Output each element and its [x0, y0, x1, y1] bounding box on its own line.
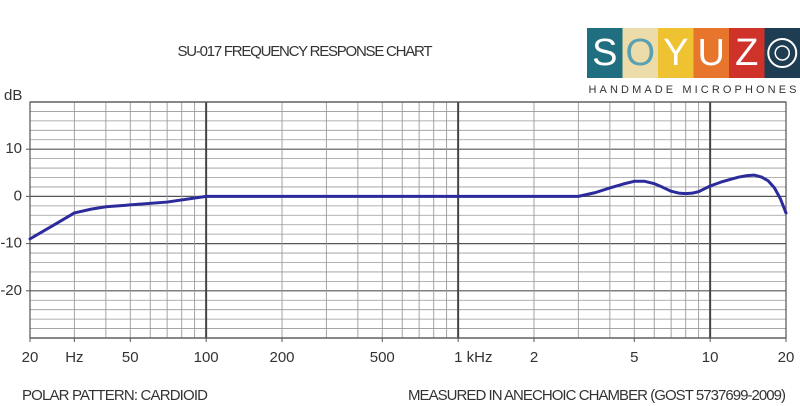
x-tick-label: 5: [630, 349, 638, 366]
footer-left: POLAR PATTERN: CARDIOID: [22, 387, 208, 404]
logo-block: [764, 28, 800, 78]
x-tick-label: 20: [778, 349, 795, 366]
logo-letter: Y: [663, 32, 688, 74]
y-tick-label: -20: [0, 282, 22, 299]
x-tick-label: 100: [194, 349, 219, 366]
logo-emblem: [774, 45, 790, 61]
x-tick-label: 50: [122, 349, 139, 366]
x-tick-label: 1 kHz: [454, 349, 492, 366]
x-tick-label: 500: [370, 349, 395, 366]
y-tick-label: -10: [0, 235, 22, 252]
logo: S O Y U Z HANDMADE MICROPHONES: [587, 28, 800, 96]
logo-letter: S: [592, 32, 617, 74]
y-unit: dB: [4, 87, 22, 104]
response-line: [28, 173, 788, 241]
logo-emblem: [767, 38, 798, 68]
logo-block: [587, 28, 623, 78]
x-tick-label: Hz: [65, 349, 83, 366]
x-tick-label: 2: [530, 349, 538, 366]
logo-block: [729, 28, 765, 78]
logo-block: [693, 28, 729, 78]
y-tick-label: 10: [5, 140, 22, 157]
logo-letter: U: [698, 32, 725, 74]
x-tick-label: 10: [702, 349, 719, 366]
logo-tagline: HANDMADE MICROPHONES: [589, 84, 799, 96]
x-tick-label: 20: [22, 349, 39, 366]
logo-block: [622, 28, 658, 78]
chart-title: SU-017 FREQUENCY RESPONSE CHART: [178, 43, 433, 60]
logo-letter: Z: [735, 32, 758, 74]
logo-letter: O: [625, 32, 655, 74]
y-tick-label: 0: [14, 187, 22, 204]
plot-frame: [29, 101, 787, 339]
logo-block: [658, 28, 694, 78]
x-tick-label: 200: [269, 349, 294, 366]
footer-right: MEASURED IN ANECHOIC CHAMBER (GOST 57376…: [408, 387, 786, 404]
